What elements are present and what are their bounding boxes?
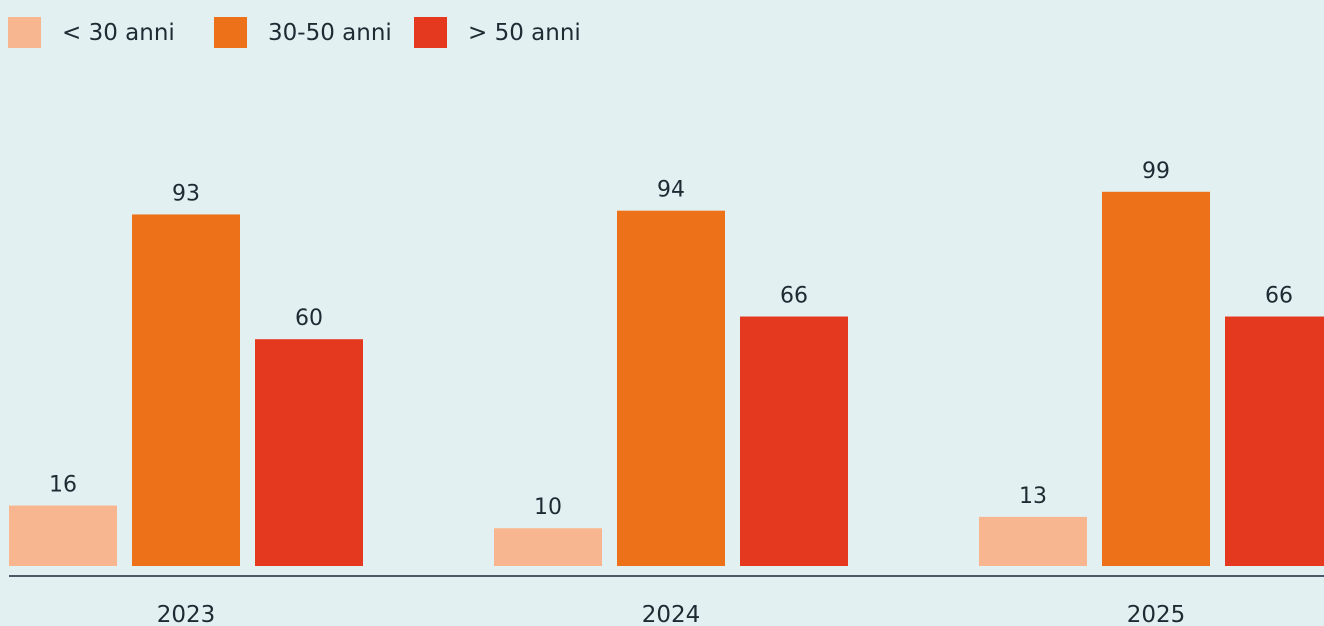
value-labels: 16 93 60 10 94 66 13 99 66 [49, 159, 1293, 520]
bar-2025-series-2 [1225, 316, 1324, 566]
bar-2023-series-1 [132, 214, 240, 566]
data-label-2023-series-1: 93 [172, 181, 200, 206]
data-label-2025-series-0: 13 [1019, 484, 1047, 509]
x-tick-label-2024: 2024 [642, 602, 701, 626]
data-label-2023-series-0: 16 [49, 473, 77, 498]
bars [9, 191, 1324, 566]
legend-swatch-0 [8, 17, 41, 48]
legend: < 30 anni 30-50 anni > 50 anni [8, 17, 581, 48]
data-label-2023-series-2: 60 [295, 306, 323, 331]
data-label-2025-series-2: 66 [1265, 284, 1293, 309]
data-label-2024-series-2: 66 [780, 284, 808, 309]
bar-2023-series-0 [9, 505, 117, 566]
x-axis-tick-labels: 2023 2024 2025 [157, 602, 1186, 626]
legend-swatch-2 [414, 17, 447, 48]
data-label-2024-series-1: 94 [657, 178, 685, 203]
bar-2024-series-0 [494, 528, 602, 566]
legend-label-0: < 30 anni [62, 20, 175, 46]
bar-2025-series-0 [979, 516, 1087, 566]
x-tick-label-2025: 2025 [1127, 602, 1186, 626]
data-label-2024-series-0: 10 [534, 495, 562, 520]
x-tick-label-2023: 2023 [157, 602, 216, 626]
bar-2023-series-2 [255, 339, 363, 566]
legend-label-1: 30-50 anni [268, 20, 392, 46]
legend-swatch-1 [214, 17, 247, 48]
bar-2024-series-1 [617, 210, 725, 566]
data-label-2025-series-1: 99 [1142, 159, 1170, 184]
bar-2025-series-1 [1102, 191, 1210, 566]
legend-label-2: > 50 anni [468, 20, 581, 46]
bar-2024-series-2 [740, 316, 848, 566]
